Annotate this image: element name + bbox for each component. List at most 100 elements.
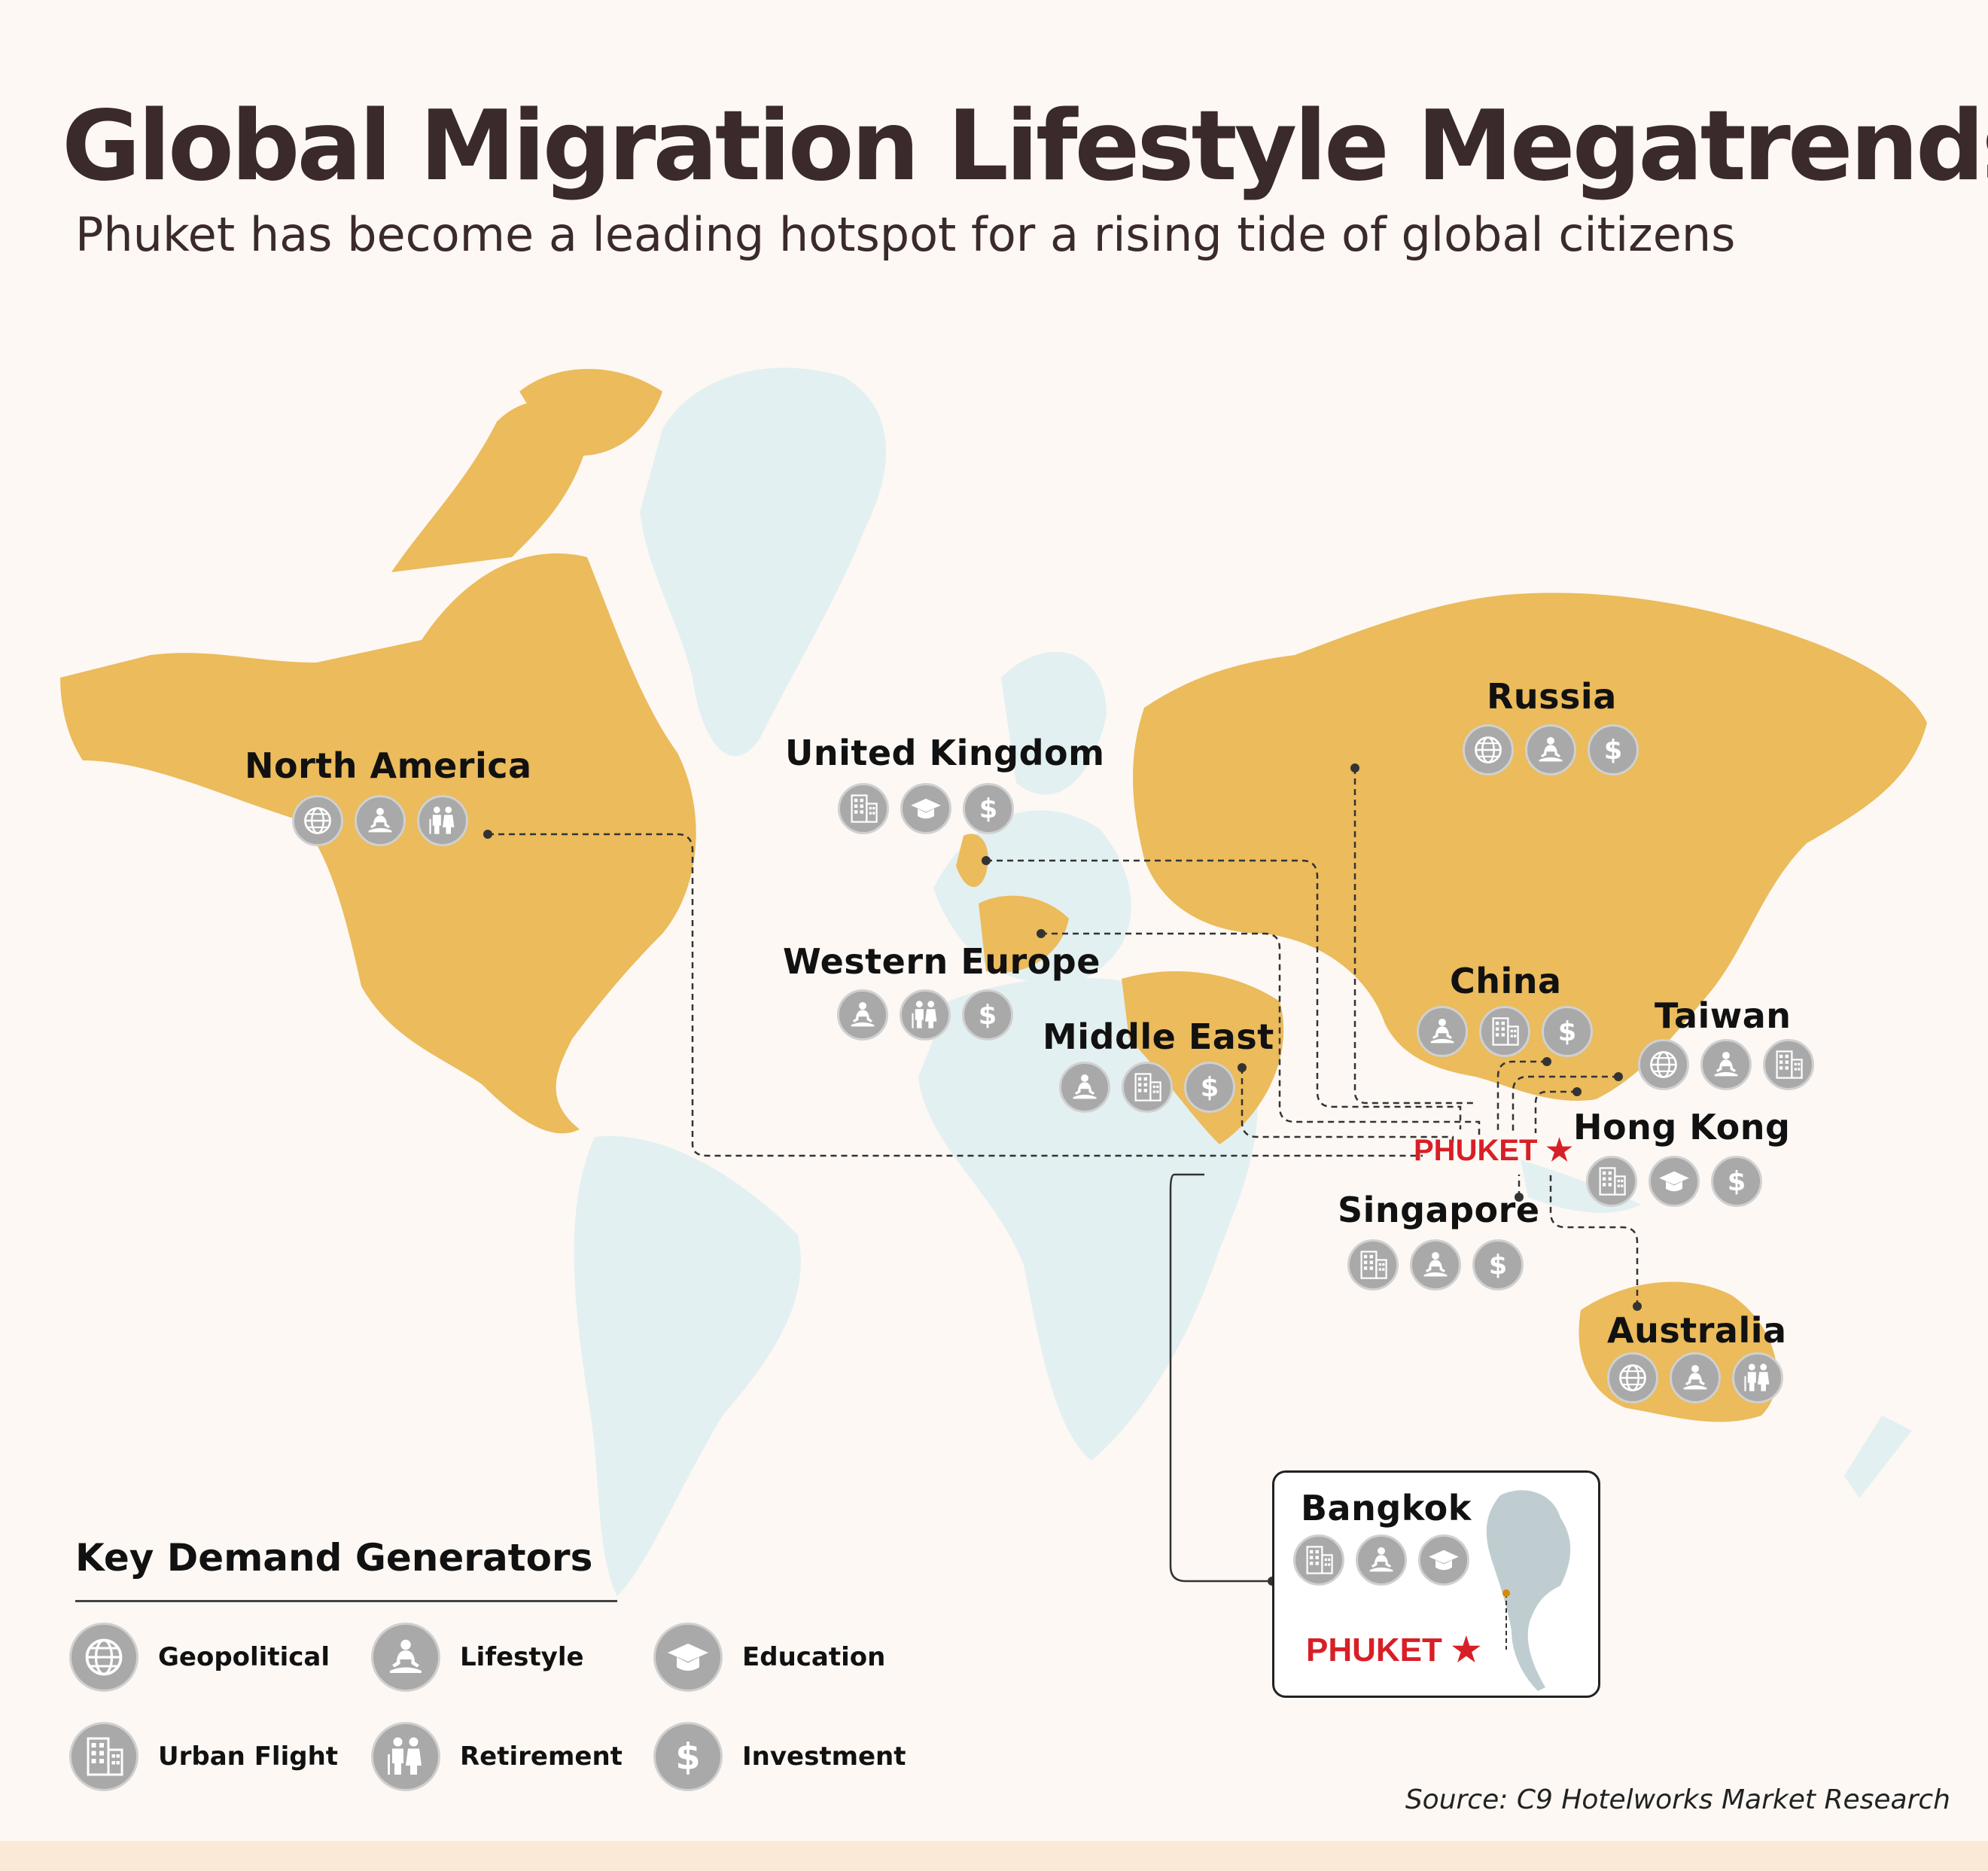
lifestyle-icon — [1670, 1352, 1721, 1403]
dollar-icon: $ — [963, 783, 1014, 834]
key-item-geopolitical: Geopolitical — [69, 1623, 330, 1692]
lifestyle-icon — [1059, 1062, 1110, 1113]
ellesmere-shape — [519, 369, 662, 456]
bangkok-inset: Bangkok PHUKET ★ — [1272, 1470, 1600, 1698]
region-label-middle-east: Middle East — [1043, 1016, 1274, 1057]
region-icons-russia: $ — [1463, 724, 1639, 776]
region-icons-united-kingdom: $ — [838, 783, 1014, 834]
graduation-cap-icon — [1418, 1534, 1469, 1586]
region-label-russia: Russia — [1487, 676, 1617, 717]
globe-icon — [69, 1623, 139, 1692]
key-label: Lifestyle — [460, 1642, 584, 1672]
phuket-inset-label: PHUKET ★ — [1306, 1632, 1481, 1668]
building-icon — [1763, 1039, 1814, 1090]
western-europe-shape — [979, 895, 1069, 973]
retirement-icon — [1732, 1352, 1783, 1403]
connector-western-europe — [1041, 932, 1481, 1137]
lifestyle-icon — [1525, 724, 1576, 776]
region-icons-taiwan — [1638, 1039, 1814, 1090]
connector-dot-taiwan — [1614, 1072, 1623, 1081]
connector-russia — [1353, 768, 1475, 1105]
building-icon — [1293, 1534, 1344, 1586]
uk-shape — [956, 833, 988, 888]
svg-text:$: $ — [979, 1000, 997, 1031]
africa-shape — [918, 977, 1258, 1461]
region-icons-singapore: $ — [1347, 1239, 1524, 1291]
dollar-icon: $ — [1184, 1062, 1235, 1113]
lifestyle-icon — [1356, 1534, 1407, 1586]
svg-text:$: $ — [1604, 735, 1622, 766]
region-label-north-america: North America — [245, 745, 532, 786]
building-icon — [1122, 1062, 1173, 1113]
retirement-icon — [900, 989, 951, 1041]
key-item-investment: $ Investment — [653, 1722, 906, 1791]
dollar-icon: $ — [1711, 1156, 1762, 1207]
lifestyle-icon — [371, 1623, 440, 1692]
connector-north-america — [488, 833, 1423, 1157]
building-icon — [69, 1722, 139, 1791]
key-label: Retirement — [460, 1741, 623, 1772]
region-label-australia: Australia — [1607, 1310, 1787, 1351]
region-label-western-europe: Western Europe — [783, 941, 1101, 982]
eurasia-shape — [1133, 593, 1927, 1102]
lifestyle-icon — [1700, 1039, 1752, 1090]
connector-dot-australia — [1633, 1302, 1642, 1311]
star-icon: ★ — [1442, 1632, 1481, 1668]
key-item-education: Education — [653, 1623, 885, 1692]
key-label: Geopolitical — [158, 1642, 330, 1672]
dollar-icon: $ — [1472, 1239, 1524, 1291]
key-label: Investment — [742, 1741, 906, 1772]
region-label-taiwan: Taiwan — [1655, 995, 1792, 1036]
svg-text:$: $ — [675, 1736, 700, 1778]
svg-text:$: $ — [1201, 1072, 1219, 1103]
globe-icon — [1463, 724, 1514, 776]
dollar-icon: $ — [1542, 1006, 1593, 1057]
connector-dot-western-europe — [1037, 929, 1046, 938]
middle-east-shape — [1122, 971, 1284, 1144]
source-note: Source: C9 Hotelworks Market Research — [1405, 1784, 1950, 1815]
region-label-hong-kong: Hong Kong — [1573, 1107, 1791, 1147]
building-icon — [1586, 1156, 1637, 1207]
key-title: Key Demand Generators — [75, 1536, 593, 1580]
footer-bar — [0, 1841, 1988, 1871]
region-icons-hong-kong: $ — [1586, 1156, 1762, 1207]
lifestyle-icon — [1417, 1006, 1468, 1057]
region-label-bangkok: Bangkok — [1301, 1488, 1472, 1528]
south-america-shape — [574, 1135, 801, 1596]
region-label-united-kingdom: United Kingdom — [785, 733, 1105, 773]
building-icon — [1347, 1239, 1399, 1291]
thailand-map-icon — [1486, 1490, 1571, 1691]
page-subtitle: Phuket has become a leading hotspot for … — [75, 207, 1736, 262]
phuket-label: PHUKET ★ — [1414, 1134, 1573, 1167]
retirement-icon — [417, 795, 468, 846]
lifestyle-icon — [837, 989, 888, 1041]
scandinavia-shape — [1001, 651, 1107, 795]
connector-bangkok — [1169, 1173, 1272, 1583]
region-label-singapore: Singapore — [1338, 1190, 1540, 1230]
globe-icon — [1607, 1352, 1658, 1403]
connector-china — [1496, 1060, 1547, 1133]
connector-dot-hong-kong — [1572, 1087, 1582, 1096]
svg-text:$: $ — [979, 794, 997, 824]
building-icon — [838, 783, 889, 834]
svg-text:$: $ — [1489, 1250, 1507, 1281]
arctic-islands-shape — [391, 401, 587, 572]
globe-icon — [1638, 1039, 1689, 1090]
dollar-icon: $ — [962, 989, 1013, 1041]
region-label-china: China — [1450, 961, 1562, 1001]
page-title: Global Migration Lifestyle Megatrends — [62, 90, 1988, 203]
region-icons-north-america — [292, 795, 468, 846]
key-label: Education — [742, 1642, 886, 1672]
svg-text:$: $ — [1728, 1166, 1746, 1197]
key-divider — [75, 1600, 617, 1602]
graduation-cap-icon — [653, 1623, 723, 1692]
star-icon: ★ — [1537, 1134, 1573, 1167]
greenland-shape — [640, 367, 887, 757]
key-item-urban-flight: Urban Flight — [69, 1722, 338, 1791]
key-label: Urban Flight — [158, 1741, 339, 1772]
building-icon — [1479, 1006, 1530, 1057]
graduation-cap-icon — [1649, 1156, 1700, 1207]
key-item-retirement: Retirement — [371, 1722, 623, 1791]
region-icons-western-europe: $ — [837, 989, 1013, 1041]
svg-text:$: $ — [1558, 1016, 1576, 1047]
